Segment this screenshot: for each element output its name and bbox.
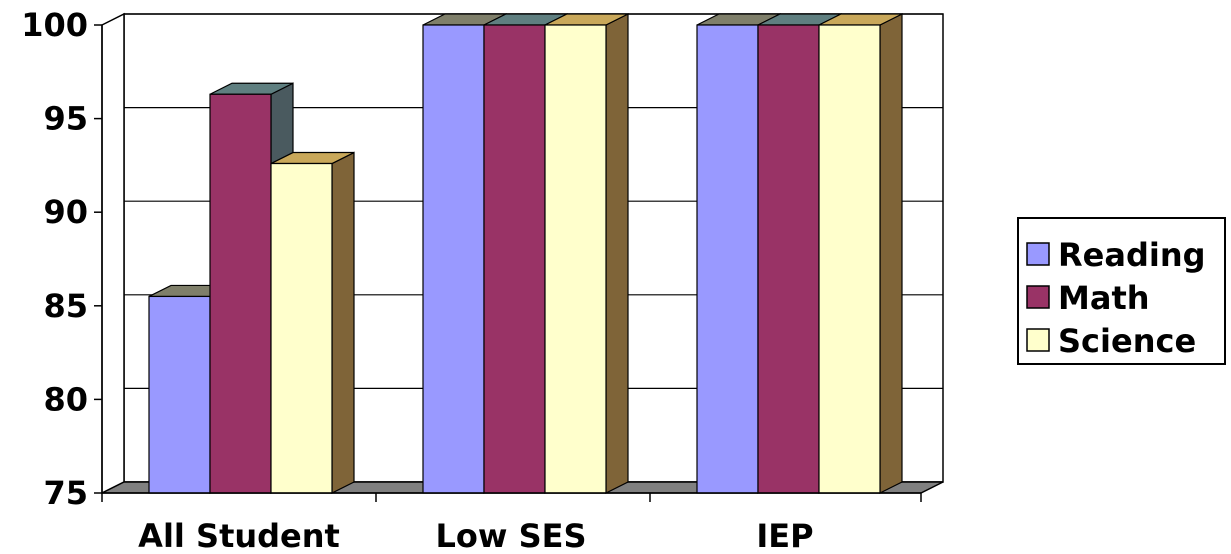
bar-front bbox=[270, 162, 333, 494]
axes: 75 80 85 90 95 100 All Student Low SES IEP bbox=[21, 6, 922, 554]
legend-label: Math bbox=[1058, 279, 1150, 317]
legend: Reading Math Science bbox=[1017, 217, 1226, 365]
x-tick-label: Low SES bbox=[435, 517, 586, 554]
legend-swatch bbox=[1026, 285, 1050, 309]
bar-science-iep bbox=[818, 13, 903, 494]
bar-front bbox=[148, 295, 211, 494]
bar-front bbox=[422, 24, 485, 494]
bar-science-low-ses bbox=[544, 13, 629, 494]
bar-front bbox=[818, 24, 881, 494]
bar-front bbox=[209, 93, 272, 494]
y-tick-label: 90 bbox=[43, 193, 88, 231]
bar-front bbox=[757, 24, 820, 494]
legend-item-science: Science bbox=[1026, 322, 1196, 360]
legend-swatch bbox=[1026, 328, 1050, 352]
y-tick-label: 100 bbox=[21, 6, 88, 44]
legend-box bbox=[1017, 217, 1226, 365]
legend-item-reading: Reading bbox=[1026, 236, 1206, 274]
legend-swatch bbox=[1026, 242, 1050, 266]
bar-science-all-student bbox=[270, 151, 355, 494]
bar-side bbox=[331, 151, 355, 494]
legend-item-math: Math bbox=[1026, 279, 1150, 317]
bar-front bbox=[696, 24, 759, 494]
x-tick-label: IEP bbox=[756, 517, 813, 554]
bar-side bbox=[879, 13, 903, 494]
legend-label: Science bbox=[1058, 322, 1196, 360]
bar-front bbox=[544, 24, 607, 494]
bar-group bbox=[148, 13, 903, 494]
y-tick-label: 75 bbox=[43, 474, 88, 512]
legend-label: Reading bbox=[1058, 236, 1206, 274]
y-tick-label: 80 bbox=[43, 380, 88, 418]
bar-front bbox=[483, 24, 546, 494]
y-tick-label: 85 bbox=[43, 287, 88, 325]
x-tick-label: All Student bbox=[138, 517, 340, 554]
bar-side bbox=[605, 13, 629, 494]
y-tick-label: 95 bbox=[43, 100, 88, 138]
side-wall bbox=[101, 12, 125, 495]
